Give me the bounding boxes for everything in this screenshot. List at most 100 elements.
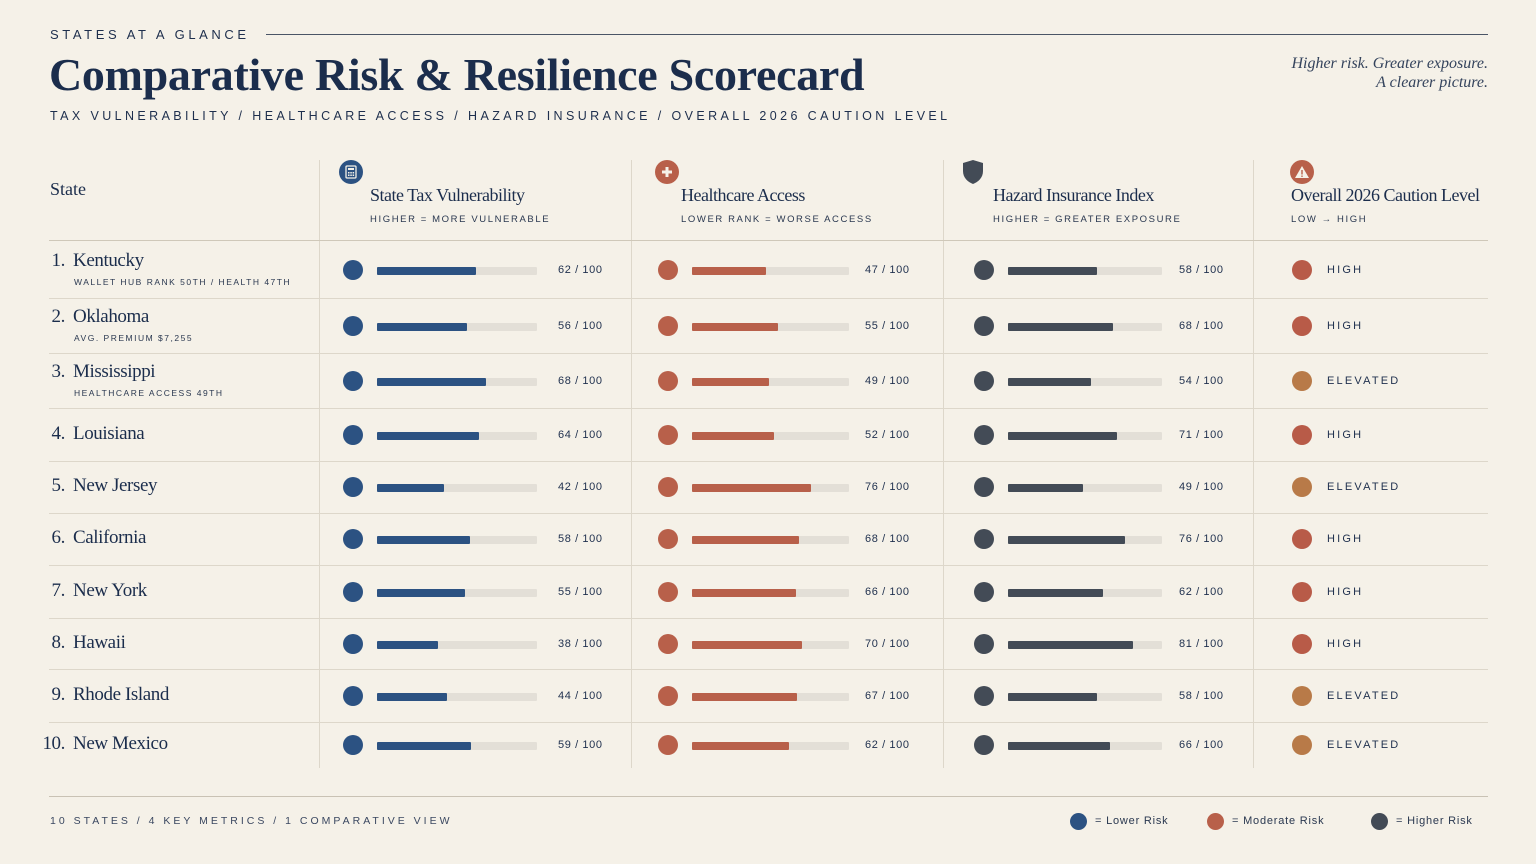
eyebrow-divider (265, 33, 1488, 35)
state-rank: 9. (51, 683, 66, 705)
metric-bar-track (377, 484, 537, 492)
state-rank: 2. (51, 305, 66, 327)
metric-bar (377, 742, 472, 750)
metric-tax: 62 / 100 (343, 259, 628, 281)
footer-summary: 10 STATES / 4 KEY METRICS / 1 COMPARATIV… (50, 815, 453, 827)
metric-dot (658, 370, 678, 391)
metric-value: 67 / 100 (865, 689, 910, 702)
metric-bar (692, 484, 812, 492)
caution-level: ELEVATED (1292, 734, 1432, 756)
metric-bar-track (377, 377, 537, 386)
metric-bar (1008, 484, 1084, 492)
metric-bar (377, 322, 467, 331)
metric-value: 49 / 100 (865, 374, 910, 387)
metric-bar-track (1008, 588, 1162, 597)
caution-level: HIGH (1292, 424, 1432, 446)
caution-dot (1292, 735, 1312, 755)
column-title-caution: Overall 2026 Caution Level (1291, 185, 1480, 205)
metric-dot (343, 477, 363, 497)
metric-value: 68 / 100 (1179, 319, 1224, 332)
metric-value: 66 / 100 (1179, 739, 1224, 751)
page-subtitle: TAX VULNERABILITY / HEALTHCARE ACCESS / … (50, 109, 951, 123)
column-title-tax: State Tax Vulnerability (370, 185, 525, 205)
metric-bar (1008, 692, 1098, 701)
row-divider (49, 513, 1488, 514)
metric-bar-track (377, 536, 537, 544)
state-rank: 10. (42, 733, 65, 754)
metric-hazard: 49 / 100 (974, 476, 1249, 498)
caution-dot (1292, 581, 1312, 602)
metric-bar-track (692, 692, 849, 701)
metric-bar (1008, 266, 1098, 275)
metric-dot (343, 259, 363, 280)
metric-value: 68 / 100 (865, 533, 910, 545)
warning-icon (1290, 160, 1314, 184)
metric-bar (377, 536, 470, 544)
state-rank: 5. (51, 475, 66, 496)
metric-dot (658, 633, 678, 654)
state-rank: 8. (51, 631, 66, 653)
metric-value: 62 / 100 (865, 739, 910, 751)
metric-dot (658, 424, 678, 445)
column-subtitle-hazard: HIGHER = GREATER EXPOSURE (993, 214, 1182, 225)
metric-bar (1008, 536, 1126, 544)
caution-dot (1292, 259, 1312, 280)
state-label: Louisiana (73, 422, 145, 444)
row-divider (49, 408, 1488, 409)
legend-label: = Moderate Risk (1232, 815, 1325, 827)
caution-label: HIGH (1327, 533, 1364, 545)
column-subtitle-health: LOWER RANK = WORSE ACCESS (681, 214, 873, 225)
caution-dot (1292, 370, 1312, 391)
state-label: New Mexico (73, 733, 168, 754)
metric-value: 47 / 100 (865, 263, 910, 276)
state-label: New Jersey (73, 475, 158, 496)
metric-hazard: 68 / 100 (974, 315, 1249, 337)
state-rank: 4. (51, 422, 66, 444)
metric-dot (658, 259, 678, 280)
column-title-health: Healthcare Access (681, 185, 805, 205)
metric-bar (377, 692, 448, 701)
state-column-header: State (50, 179, 86, 199)
caution-label: ELEVATED (1327, 481, 1401, 493)
metric-bar (377, 484, 445, 492)
metric-value: 64 / 100 (558, 428, 603, 441)
state-name: 3. Mississippi (0, 360, 156, 383)
metric-health: 62 / 100 (658, 734, 935, 756)
metric-value: 71 / 100 (1179, 428, 1224, 441)
metric-tax: 56 / 100 (343, 315, 628, 337)
metric-value: 49 / 100 (1179, 481, 1224, 493)
state-name: 5. New Jersey (0, 475, 158, 497)
legend-swatch (1207, 813, 1224, 830)
state-name: 1. Kentucky (0, 250, 145, 272)
state-rank: 7. (51, 579, 66, 601)
metric-health: 67 / 100 (658, 685, 935, 707)
caution-label: ELEVATED (1327, 689, 1401, 702)
caution-level: ELEVATED (1292, 476, 1432, 498)
state-name: 10. New Mexico (0, 733, 168, 755)
caution-level: HIGH (1292, 259, 1432, 281)
metric-bar-track (377, 742, 537, 750)
metric-dot (974, 259, 994, 280)
metric-bar-track (692, 484, 849, 492)
metric-bar-track (1008, 431, 1162, 440)
metric-bar (1008, 377, 1092, 386)
legend-swatch (1371, 813, 1388, 830)
metric-health: 70 / 100 (658, 633, 935, 655)
metric-value: 81 / 100 (1179, 637, 1224, 650)
column-divider (319, 160, 320, 768)
metric-bar (377, 588, 465, 597)
metric-health: 47 / 100 (658, 259, 935, 281)
metric-value: 76 / 100 (865, 481, 910, 493)
state-label: New York (73, 579, 147, 601)
metric-tax: 59 / 100 (343, 734, 628, 756)
caution-label: HIGH (1327, 319, 1364, 332)
state-rank: 3. (51, 360, 66, 382)
state-note: HEALTHCARE ACCESS 49TH (74, 387, 224, 398)
metric-bar (692, 692, 798, 701)
metric-hazard: 58 / 100 (974, 685, 1249, 707)
metric-value: 52 / 100 (865, 428, 910, 441)
metric-dot (343, 685, 363, 706)
metric-bar (377, 431, 480, 440)
metric-bar-track (1008, 322, 1162, 331)
column-title-hazard: Hazard Insurance Index (993, 185, 1154, 205)
